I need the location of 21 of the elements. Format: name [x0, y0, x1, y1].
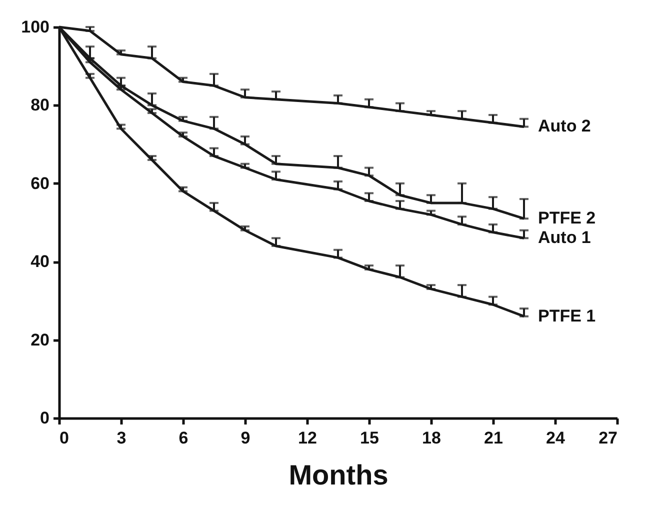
x-tick-label: 27	[598, 428, 618, 448]
series-label: PTFE 2	[538, 208, 596, 228]
series-label: PTFE 1	[538, 306, 596, 326]
series-label: Auto 2	[538, 116, 591, 136]
x-tick-label: 12	[298, 428, 317, 448]
y-tick-label: 0	[40, 408, 50, 428]
x-tick-label: 21	[484, 428, 503, 448]
x-tick-label: 15	[360, 428, 379, 448]
x-tick-label: 3	[116, 428, 126, 448]
y-tick-label: 40	[30, 252, 50, 272]
y-tick-label: 20	[30, 330, 50, 350]
x-tick-label: 6	[178, 428, 188, 448]
y-tick-label: 100	[21, 18, 50, 36]
x-tick-label: 0	[60, 428, 69, 448]
x-tick-label: 9	[240, 428, 250, 448]
y-tick-label: 60	[30, 174, 50, 193]
x-tick-label: 18	[422, 428, 441, 448]
series-label: Auto 1	[538, 228, 591, 248]
x-tick-label: 24	[546, 428, 566, 448]
y-tick-label: 80	[30, 96, 50, 115]
x-axis-title: Months	[288, 460, 388, 490]
